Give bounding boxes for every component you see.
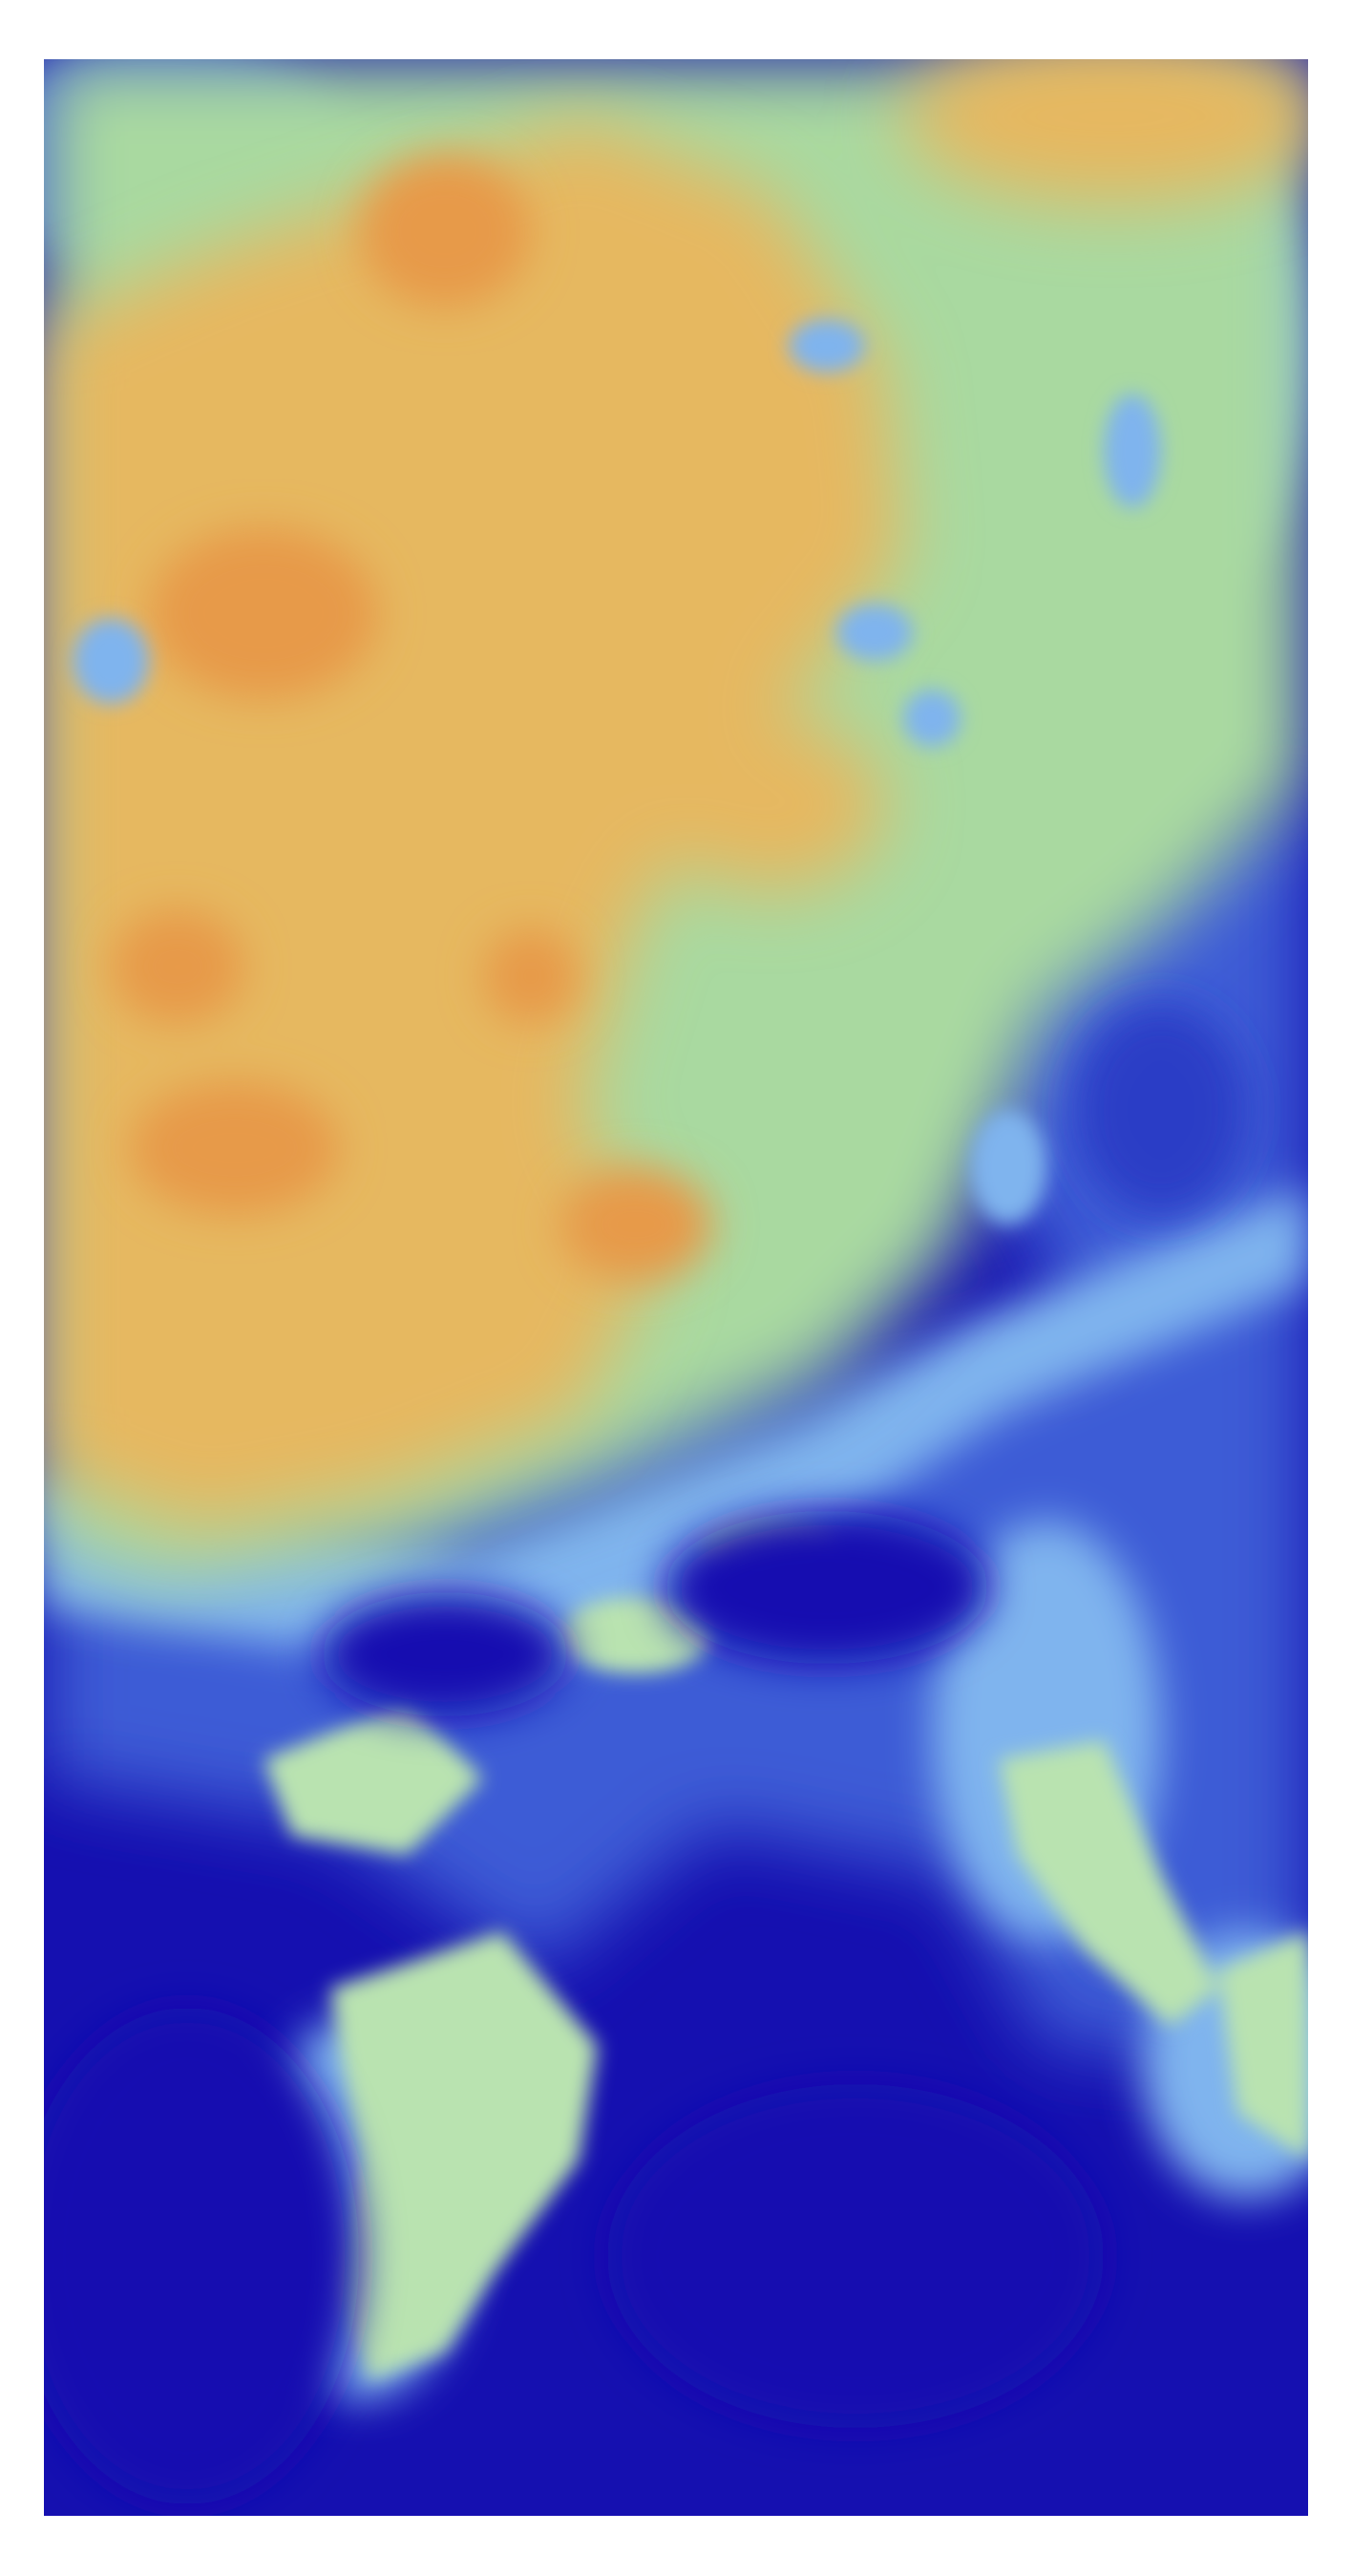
heatmap-layer-speckles xyxy=(73,319,1161,1224)
heatmap-image xyxy=(44,59,1308,2516)
heatmap-frame xyxy=(44,59,1308,2516)
heatmap-layer-dark-orange xyxy=(111,155,712,1282)
heatmap-layer-deep-blue-pools xyxy=(44,1005,1247,2504)
